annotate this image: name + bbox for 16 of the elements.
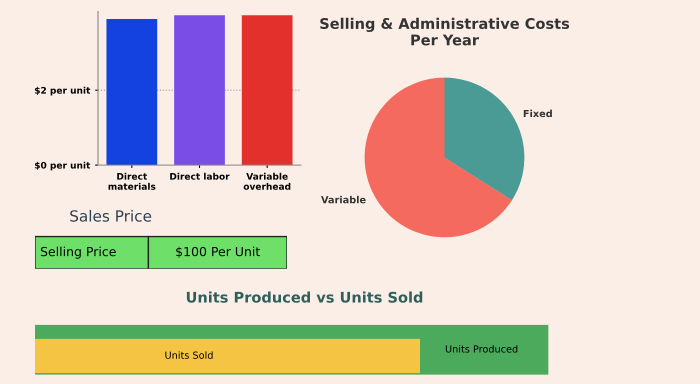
series-label: Units Sold (165, 351, 213, 359)
y-tick-label: $2 per unit (34, 86, 90, 96)
pie-slice (364, 78, 512, 238)
slice-label: Variable (321, 196, 366, 204)
chart-title: Selling & Administrative Costs Per Year (320, 18, 570, 46)
y-tick-label: $0 per unit (34, 162, 90, 170)
x-tick-label: Variable overhead (244, 172, 290, 190)
slice-label: Fixed (524, 110, 552, 118)
text: Sales Price (70, 210, 152, 222)
pie-slice (444, 78, 524, 200)
x-tick-label: Direct materials (108, 172, 156, 190)
series-label: Units Produced (446, 345, 518, 353)
text: $100 Per Unit (176, 246, 260, 258)
x-tick-label: Direct labor (170, 172, 230, 180)
text: Selling Price (40, 246, 116, 259)
chart-title: Units Produced vs Units Sold (186, 291, 422, 303)
